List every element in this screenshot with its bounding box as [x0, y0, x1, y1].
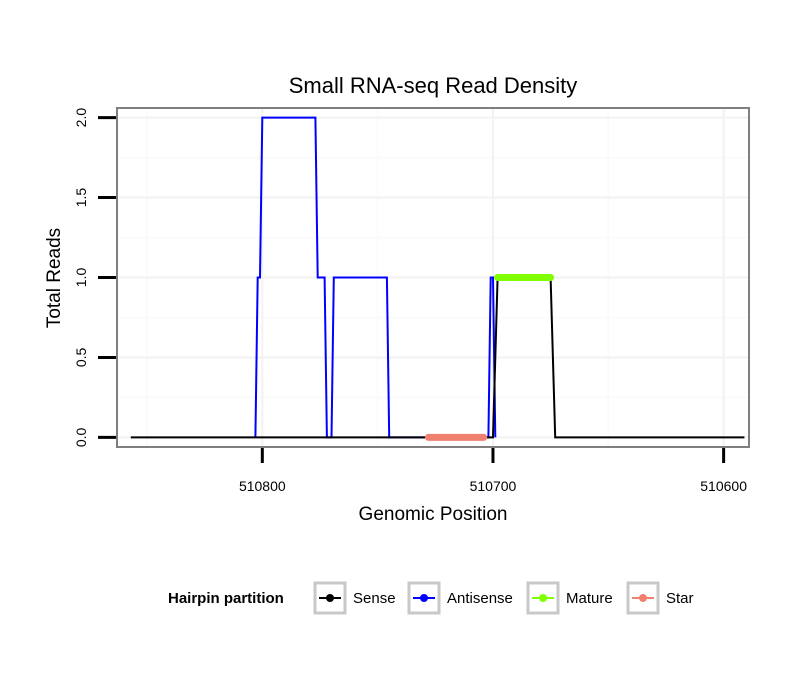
plot-border: [116, 107, 750, 448]
x-axis-title: Genomic Position: [359, 504, 508, 525]
x-axis: 510800 510700 510600: [239, 448, 747, 494]
legend-title: Hairpin partition: [168, 590, 284, 607]
x-tick-label: 510600: [700, 478, 747, 494]
legend-label: Sense: [353, 590, 396, 607]
x-tick-label: 510800: [239, 478, 286, 494]
legend: Hairpin partition Sense Antisense Mature St…: [168, 581, 694, 615]
x-tick-label: 510700: [470, 478, 517, 494]
y-tick-label: 0.5: [73, 348, 89, 368]
legend-label: Antisense: [447, 590, 513, 607]
legend-key-dot: [326, 594, 334, 602]
legend-key-dot: [639, 594, 647, 602]
legend-key-dot: [539, 594, 547, 602]
y-tick-label: 1.5: [73, 188, 89, 208]
y-tick-label: 0.0: [73, 427, 89, 447]
y-tick-label: 2.0: [73, 108, 89, 128]
legend-key-dot: [420, 594, 428, 602]
y-axis-title: Total Reads: [44, 228, 65, 328]
y-axis: 0.0 0.5 1.0 1.5 2.0: [73, 108, 116, 447]
legend-label: Star: [666, 590, 694, 607]
legend-label: Mature: [566, 590, 613, 607]
y-tick-label: 1.0: [73, 268, 89, 288]
chart-title: Small RNA-seq Read Density: [289, 73, 578, 98]
series-layer: [130, 116, 745, 441]
